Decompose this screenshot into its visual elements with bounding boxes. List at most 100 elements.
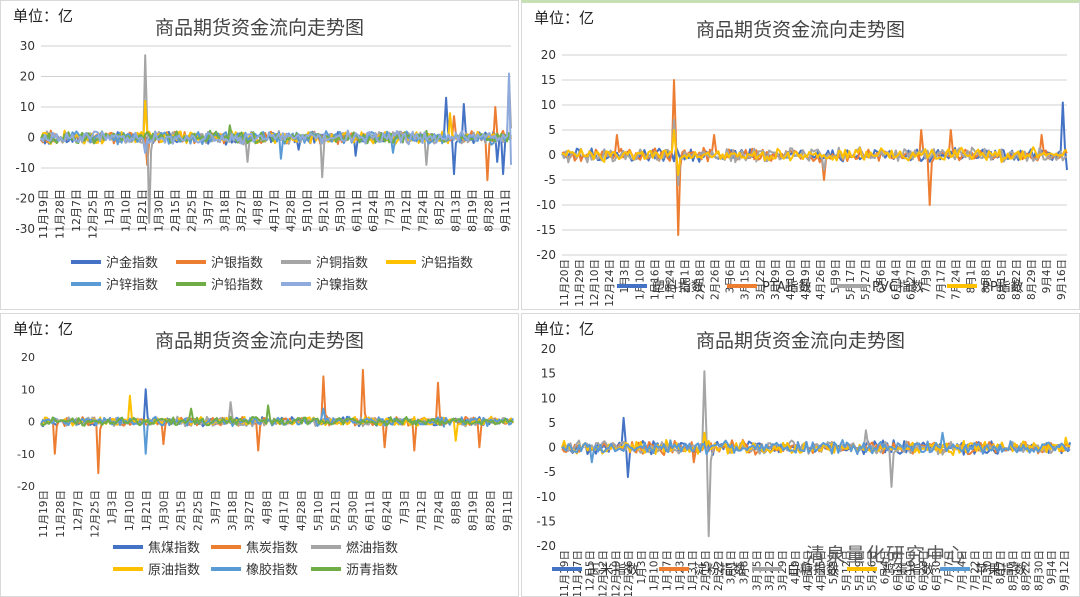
series-line-4 xyxy=(40,407,514,455)
legend-label: 沪铅指数 xyxy=(211,277,263,293)
chart-panel-metals: 单位：亿 商品期货资金流向走势图 30 20 10 0 -10 -20 -30 11月19日 1… xyxy=(0,0,519,310)
unit-label: 单位：亿 xyxy=(13,7,74,25)
x-tick-label: 4月10日 xyxy=(785,259,797,300)
x-tick-label: 11月28日 xyxy=(54,189,67,239)
y-tick-label: -15 xyxy=(536,514,556,528)
x-tick-label: 5月21日 xyxy=(318,189,331,232)
x-tick-label: 4月25日 xyxy=(815,550,827,591)
y-tick-label: 10 xyxy=(20,100,35,114)
x-tick-label: 3月18日 xyxy=(227,490,239,531)
chart-title: 商品期货资金流向走势图 xyxy=(695,19,905,41)
x-tick-label: 11月20日 xyxy=(559,259,571,307)
x-tick-label: 7月12日 xyxy=(416,490,428,531)
x-tick-label: 12月5日 xyxy=(585,550,597,591)
x-tick-label: 11月27日 xyxy=(572,550,584,597)
x-tick-label: 1月3日 xyxy=(107,490,119,524)
legend-label: PP指数 xyxy=(982,280,1024,295)
legend-item: 沪铅指数 xyxy=(176,277,263,293)
x-tick-label: 6月23日 xyxy=(918,550,930,591)
legend-label: 淀粉指数 xyxy=(694,563,746,578)
x-tick-label: 9月12日 xyxy=(1059,550,1071,591)
x-tick-label: 1月21日 xyxy=(136,189,149,232)
x-tick-label: 3月7日 xyxy=(210,490,222,524)
y-tick-label: -10 xyxy=(536,198,556,212)
x-tick-label: 9月11日 xyxy=(499,189,512,232)
x-tick-label: 1月3日 xyxy=(103,189,116,225)
chart-panel-agri: 单位：亿 商品期货资金流向走势图 20 15 10 5 0 -5 -10 -15 -20 11月1… xyxy=(521,313,1080,597)
unit-label: 单位：亿 xyxy=(534,320,595,338)
y-tick-label: -10 xyxy=(17,448,35,461)
x-tick-label: 8月30日 xyxy=(1033,550,1045,591)
x-tick-label: 3月29日 xyxy=(770,259,782,300)
legend-item: 塑料指数 xyxy=(617,280,704,295)
legend-label: 沥青指数 xyxy=(346,563,398,578)
x-tick-label: 2月15日 xyxy=(700,550,712,591)
x-tick-label: 12月12日 xyxy=(597,550,609,597)
series-line-4 xyxy=(561,431,1071,464)
x-tick-label: 9月4日 xyxy=(1046,550,1058,584)
x-tick-label: 5月3日 xyxy=(828,550,840,584)
x-tick-label: 4月8日 xyxy=(252,189,265,225)
chart-title: 商品期货资金流向走势图 xyxy=(154,330,364,352)
x-tick-label: 1月3日 xyxy=(619,259,631,293)
x-tick-label: 8月22日 xyxy=(1021,550,1033,591)
legend-item: 原油指数 xyxy=(113,563,200,578)
x-tick-label: 8月19日 xyxy=(468,490,480,531)
y-tick-label: 20 xyxy=(21,351,35,364)
legend-item: 沪铝指数 xyxy=(386,255,473,271)
x-tick-label: 4月8日 xyxy=(261,490,273,524)
x-tick-label: 7月24日 xyxy=(433,490,445,531)
y-tick-label: 10 xyxy=(21,383,35,396)
x-tick-label: 2月15日 xyxy=(175,490,187,531)
x-tick-label: 2月25日 xyxy=(193,490,205,531)
legend-label: 鸡蛋指数 xyxy=(882,562,934,578)
series-line-1 xyxy=(40,106,512,182)
x-tick-label: 3月22日 xyxy=(755,259,767,300)
x-tick-label: 12月10日 xyxy=(589,259,601,307)
series-line-5 xyxy=(40,124,512,145)
x-tick-label: 6月4日 xyxy=(880,550,892,584)
x-tick-label: 1月24日 xyxy=(664,259,676,300)
y-tick-label: 20 xyxy=(541,48,556,62)
legend-label: 玉米指数 xyxy=(587,563,639,578)
x-tick-label: 11月28日 xyxy=(55,490,67,538)
y-tick-label: -5 xyxy=(544,465,556,479)
x-tick-label: 11月29日 xyxy=(574,259,586,307)
x-tick-label: 6月24日 xyxy=(382,490,394,531)
x-tick-label: 3月27日 xyxy=(244,490,256,531)
x-tick-label: 12月26日 xyxy=(623,550,635,597)
x-tick-label: 5月10日 xyxy=(301,189,314,232)
x-tick-label: 8月22日 xyxy=(1011,259,1023,300)
y-tick-label: -20 xyxy=(17,480,35,493)
x-tick-label: 12月25日 xyxy=(90,490,102,538)
x-tick-label: 8月28日 xyxy=(483,189,496,232)
x-tick-label: 8月8日 xyxy=(981,259,993,293)
legend-label: 塑料指数 xyxy=(652,280,704,295)
legend-item: 焦煤指数 xyxy=(113,541,200,556)
chart-title: 商品期货资金流向走势图 xyxy=(154,17,364,39)
y-tick-label: -15 xyxy=(536,223,556,237)
x-tick-label: 11月19日 xyxy=(38,490,50,538)
legend-item: PP指数 xyxy=(947,280,1024,295)
x-tick-label: 9月4日 xyxy=(1041,259,1053,293)
x-tick-label: 8月1日 xyxy=(966,259,978,293)
x-tick-label: 6月16日 xyxy=(905,550,917,591)
y-tick-label: 5 xyxy=(548,123,556,137)
legend-item: 白糖指数 xyxy=(752,562,839,578)
x-tick-label: 11月19日 xyxy=(559,550,571,597)
x-tick-label: 2月1日 xyxy=(679,259,691,293)
x-tick-label: 7月17日 xyxy=(936,259,948,300)
x-tick-label: 8月19日 xyxy=(466,189,479,232)
legend-item: 沪锌指数 xyxy=(71,277,158,293)
x-tick-label: 6月27日 xyxy=(905,259,917,300)
x-tick-label: 7月3日 xyxy=(399,490,411,524)
y-tick-label: -10 xyxy=(15,161,35,175)
x-tick-label: 8月29日 xyxy=(1026,259,1038,300)
x-tick-label: 1月21日 xyxy=(141,490,153,531)
x-tick-label: 7月24日 xyxy=(951,259,963,300)
legend-item: 沪镍指数 xyxy=(281,277,368,293)
unit-label: 单位：亿 xyxy=(13,320,74,338)
x-tick-label: 8月8日 xyxy=(450,490,462,524)
